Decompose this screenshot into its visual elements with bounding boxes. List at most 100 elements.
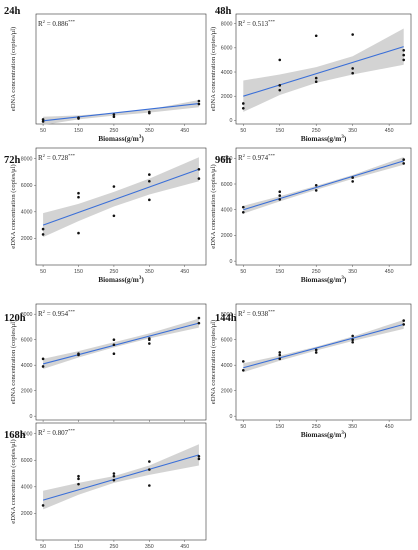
r2-annotation: R2 = 0.513*** — [238, 19, 276, 28]
data-point — [402, 48, 406, 52]
r2-value: = 0.807 — [45, 429, 69, 437]
data-point — [148, 179, 151, 183]
y-axis-label: eDNA concentration (copies/μl) — [210, 320, 217, 404]
x-tick-label: 250 — [312, 424, 321, 430]
data-point — [278, 351, 282, 354]
r2-value: = 0.886 — [45, 20, 69, 28]
data-point — [278, 357, 282, 361]
x-tick-label: 350 — [145, 544, 154, 550]
y-tick-label: 2000 — [221, 388, 233, 394]
data-point — [112, 352, 116, 356]
x-axis-label: Biomass(g/m3) — [301, 134, 347, 143]
data-point — [77, 482, 80, 486]
x-tick-label: 250 — [109, 544, 118, 550]
data-point — [197, 167, 201, 171]
x-axis-label-end: ) — [344, 275, 347, 284]
x-tick-label: 450 — [180, 544, 189, 550]
y-axis-label: eDNA concentration (copies/μl) — [10, 439, 17, 523]
y-tick-label: 2000 — [21, 511, 33, 517]
y-tick-label: 4000 — [221, 363, 233, 369]
x-tick-label: 350 — [145, 269, 154, 275]
chart-panel-24h: 50 150 250 350 450 24h R2 = 0.886*** Biomass(g/… — [4, 6, 207, 143]
y-tick-label: 8000 — [221, 312, 233, 318]
data-point — [77, 231, 80, 235]
r2-label: R — [238, 20, 243, 28]
data-point — [112, 185, 116, 188]
x-tick-label: 350 — [348, 424, 357, 430]
r2-exponent: 2 — [243, 309, 246, 314]
data-point — [278, 194, 282, 197]
data-point — [41, 504, 45, 507]
data-point — [148, 460, 151, 463]
r2-label: R — [38, 310, 43, 318]
y-tick-label: 6000 — [221, 182, 233, 188]
y-tick-label: 0 — [230, 259, 233, 265]
data-point — [351, 67, 354, 70]
data-point — [278, 58, 282, 62]
data-point — [112, 214, 116, 218]
data-point — [112, 474, 116, 478]
y-tick-label: 6000 — [21, 337, 33, 343]
data-point — [41, 118, 45, 121]
x-tick-label: 450 — [385, 269, 394, 275]
data-point — [314, 34, 318, 38]
data-point — [112, 338, 116, 341]
r2-exponent: 2 — [243, 153, 246, 158]
chart-panel-120h: 5015025035045002000400060008000120hR2 = … — [4, 303, 207, 439]
x-axis-label-sup: 3 — [139, 135, 142, 140]
data-point — [314, 80, 318, 83]
data-point — [314, 189, 318, 192]
data-point — [351, 338, 354, 341]
y-tick-label: 8000 — [221, 156, 233, 162]
x-tick-label: 50 — [240, 128, 246, 134]
x-axis-label-sup: 3 — [341, 431, 344, 436]
y-tick-label: 2000 — [221, 233, 233, 239]
data-point — [351, 176, 354, 179]
x-tick-label: 50 — [40, 544, 46, 550]
significance-stars: *** — [68, 19, 76, 24]
data-point — [77, 352, 80, 356]
data-point — [278, 190, 282, 194]
panel-title: 144h — [215, 313, 237, 324]
data-point — [197, 99, 201, 103]
x-axis-label-text: Biomass(g/m — [98, 275, 139, 284]
y-tick-label: 2000 — [221, 94, 233, 100]
x-tick-label: 250 — [312, 269, 321, 275]
data-point — [241, 102, 245, 105]
data-point — [278, 353, 282, 357]
y-axis-label: eDNA concentration (copies/μl) — [210, 27, 217, 111]
r2-exponent: 2 — [43, 19, 46, 24]
y-tick-label: 8000 — [21, 431, 33, 437]
confidence-band — [43, 444, 199, 510]
x-axis-label-end: ) — [344, 430, 347, 439]
data-point — [241, 368, 245, 372]
y-tick-label: 4000 — [221, 208, 233, 214]
r2-annotation: R2 = 0.954*** — [38, 309, 76, 318]
data-point — [278, 84, 282, 87]
x-tick-label: 350 — [348, 269, 357, 275]
data-point — [112, 472, 116, 475]
x-axis-label-sup: 3 — [139, 276, 142, 281]
r2-label: R — [238, 154, 243, 162]
data-point — [148, 198, 151, 202]
data-point — [112, 113, 116, 116]
data-point — [41, 233, 45, 236]
data-point — [241, 210, 245, 214]
x-tick-label: 450 — [385, 128, 394, 134]
data-point — [41, 365, 45, 368]
x-tick-label: 50 — [40, 128, 46, 134]
data-point — [77, 195, 80, 199]
x-tick-label: 150 — [275, 424, 284, 430]
r2-label: R — [38, 20, 43, 28]
data-point — [197, 102, 201, 106]
panel-title: 96h — [215, 155, 232, 166]
panel-title: 48h — [215, 6, 232, 17]
data-point — [351, 334, 354, 338]
x-tick-label: 250 — [109, 269, 118, 275]
x-axis-label: Biomass(g/m3) — [301, 275, 347, 284]
y-tick-label: 0 — [30, 414, 33, 420]
r2-value: = 0.938 — [245, 310, 269, 318]
